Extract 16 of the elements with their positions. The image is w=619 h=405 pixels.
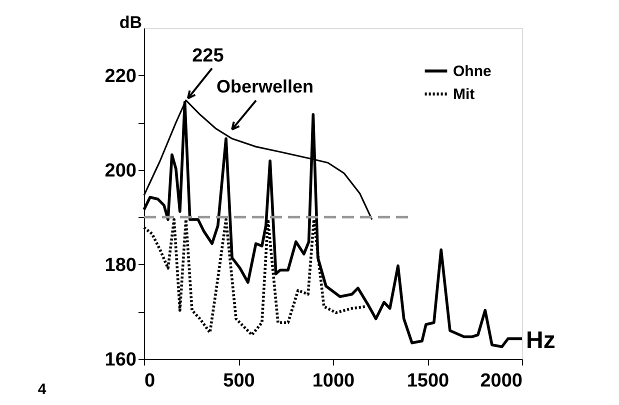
y-tick-label: 200	[104, 160, 136, 182]
legend-label: Mit	[453, 86, 475, 103]
y-tick-label: 160	[104, 350, 136, 370]
text: 4	[38, 381, 47, 398]
legend-label: Ohne	[453, 63, 492, 80]
x-tick-label: 500	[223, 370, 255, 392]
y-axis-title: dB	[119, 13, 142, 32]
x-tick-label: 0	[144, 370, 156, 392]
x-tick-label: 2000	[480, 370, 522, 392]
y-tick-label: 180	[104, 254, 136, 276]
x-tick-label: 1500	[406, 370, 450, 392]
annotation: 225	[192, 45, 224, 66]
x-axis-title: Hz	[526, 327, 556, 354]
y-tick-label: 220	[104, 66, 136, 87]
x-tick-label: 1000	[312, 370, 355, 392]
annotation: Oberwellen	[216, 76, 314, 96]
